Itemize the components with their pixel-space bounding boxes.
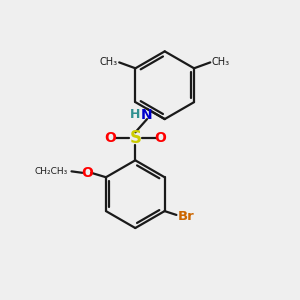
Text: CH₂CH₃: CH₂CH₃	[34, 167, 68, 176]
Text: O: O	[81, 166, 93, 180]
Text: O: O	[154, 131, 166, 145]
Text: CH₃: CH₃	[212, 57, 230, 68]
Text: S: S	[129, 129, 141, 147]
Text: CH₃: CH₃	[100, 57, 118, 68]
Text: O: O	[104, 131, 116, 145]
Text: N: N	[141, 108, 153, 122]
Text: Br: Br	[178, 210, 195, 223]
Text: H: H	[130, 108, 140, 121]
